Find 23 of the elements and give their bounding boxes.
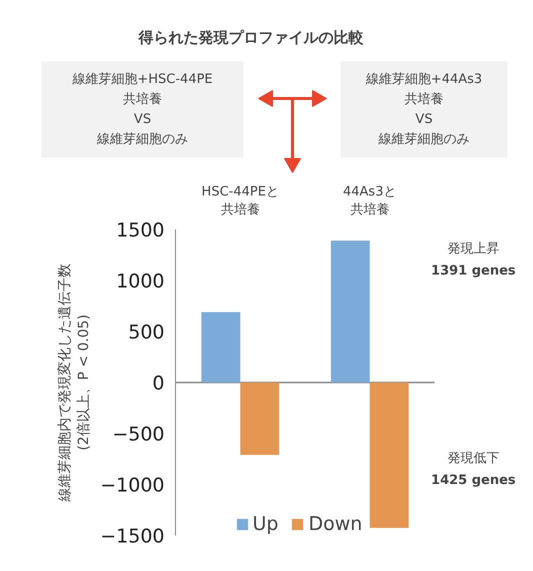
y-tick-label: 0 [152, 372, 165, 394]
y-tick-label: −1000 [100, 474, 165, 496]
y-tick-label: 1500 [116, 220, 165, 242]
bar [370, 382, 409, 528]
annotation: 1425 genes [431, 472, 516, 488]
bar [240, 382, 280, 455]
annotation: 1391 genes [431, 264, 516, 279]
chart-title: 得られた発現プロファイルの比較 [138, 28, 364, 46]
x-tick-label: HSC-44PEと共培養 [202, 184, 279, 218]
legend-label: Up [252, 513, 278, 535]
text: 発現上昇 [447, 242, 500, 257]
y-tick-label: 1000 [116, 270, 165, 292]
bar [201, 312, 240, 382]
y-tick-label: −1500 [100, 526, 165, 548]
text: 線維芽細胞+44As3 共培養 VS 線維芽細胞のみ [364, 72, 482, 147]
bar [330, 240, 370, 382]
y-axis-title: 線維芽細胞内で発現変化した遺伝子数 (2倍以上、P < 0.05) [57, 264, 92, 502]
x-tick-label: 44As3と共培養 [343, 184, 396, 218]
text: 発現低下 [447, 450, 500, 466]
y-tick-label: 500 [128, 322, 164, 344]
text: 線維芽細胞+HSC-44PE 共培養 VS 線維芽細胞のみ [71, 72, 213, 147]
y-tick-label: −500 [112, 424, 164, 446]
legend-label: Down [308, 513, 362, 535]
